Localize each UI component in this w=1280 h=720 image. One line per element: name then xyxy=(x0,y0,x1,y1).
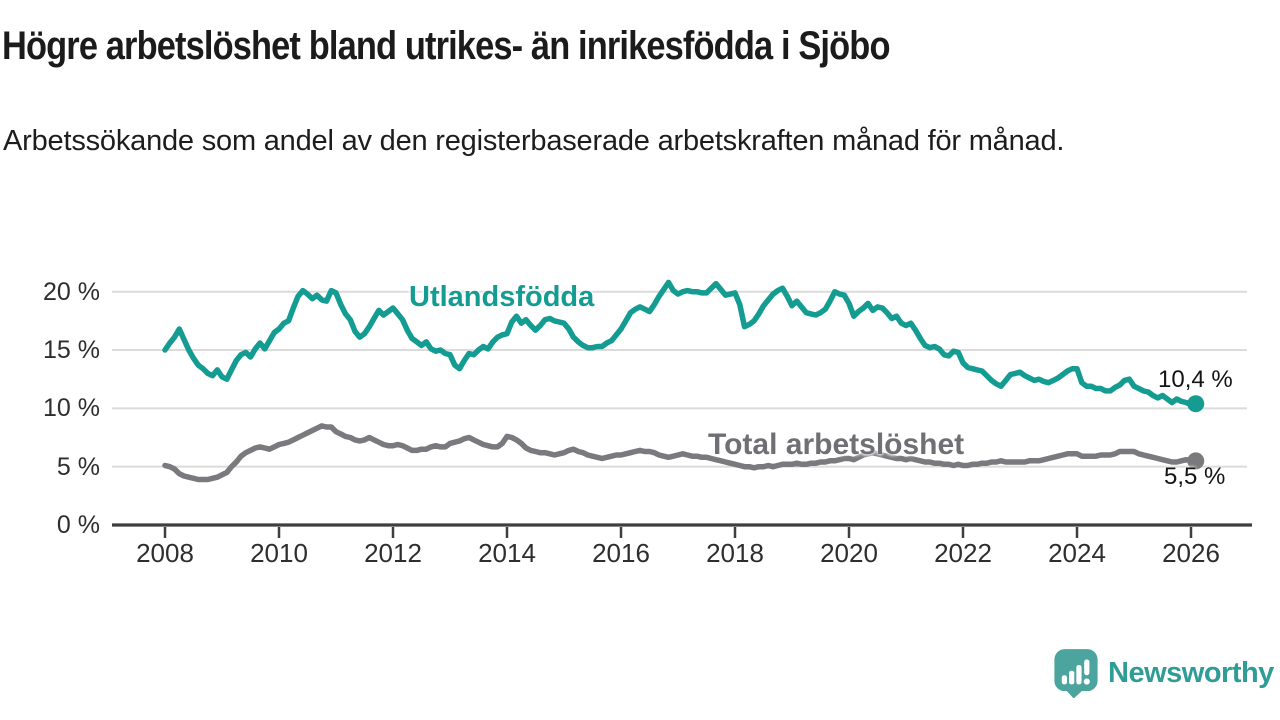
series-label-total-arbetsloshet: Total arbetslöshet xyxy=(708,428,965,461)
x-axis-tick-label: 2020 xyxy=(820,538,878,568)
x-axis-tick-label: 2016 xyxy=(592,538,650,568)
newsworthy-logo: Newsworthy xyxy=(1053,648,1274,698)
end-value-label-total: 5,5 % xyxy=(1164,463,1226,490)
y-axis-tick-label: 20 % xyxy=(43,277,100,306)
y-axis-tick-label: 0 % xyxy=(56,511,100,539)
x-axis-tick-label: 2026 xyxy=(1162,538,1220,568)
x-axis-tick-label: 2010 xyxy=(250,538,308,568)
y-axis-tick-label: 5 % xyxy=(56,452,100,481)
series-label-utlandsfodda: Utlandsfödda xyxy=(409,281,595,313)
series-end-dot xyxy=(1187,395,1205,413)
series-end-dot xyxy=(1187,452,1205,470)
end-value-label-utlandsfodda: 10,4 % xyxy=(1158,366,1233,393)
x-axis-tick-label: 2012 xyxy=(364,538,422,568)
page-title: Högre arbetslöshet bland utrikes- än inr… xyxy=(2,24,890,68)
x-axis-tick-label: 2014 xyxy=(478,538,536,568)
x-axis-tick-label: 2018 xyxy=(706,538,764,568)
chart-subtitle: Arbetssökande som andel av den registerb… xyxy=(3,125,1065,157)
x-axis-tick-label: 2022 xyxy=(934,538,992,568)
x-axis-tick-label: 2008 xyxy=(136,538,194,568)
newsworthy-wordmark: Newsworthy xyxy=(1108,656,1274,689)
series-line-utlandsf-dda xyxy=(162,279,1199,408)
x-axis-tick-label: 2024 xyxy=(1048,538,1106,568)
y-axis-tick-label: 15 % xyxy=(43,336,100,365)
series-line-total-arbetsl-shet xyxy=(162,423,1199,483)
y-axis-tick-label: 10 % xyxy=(43,394,100,423)
newsworthy-bubble-chart-icon xyxy=(1054,649,1098,698)
